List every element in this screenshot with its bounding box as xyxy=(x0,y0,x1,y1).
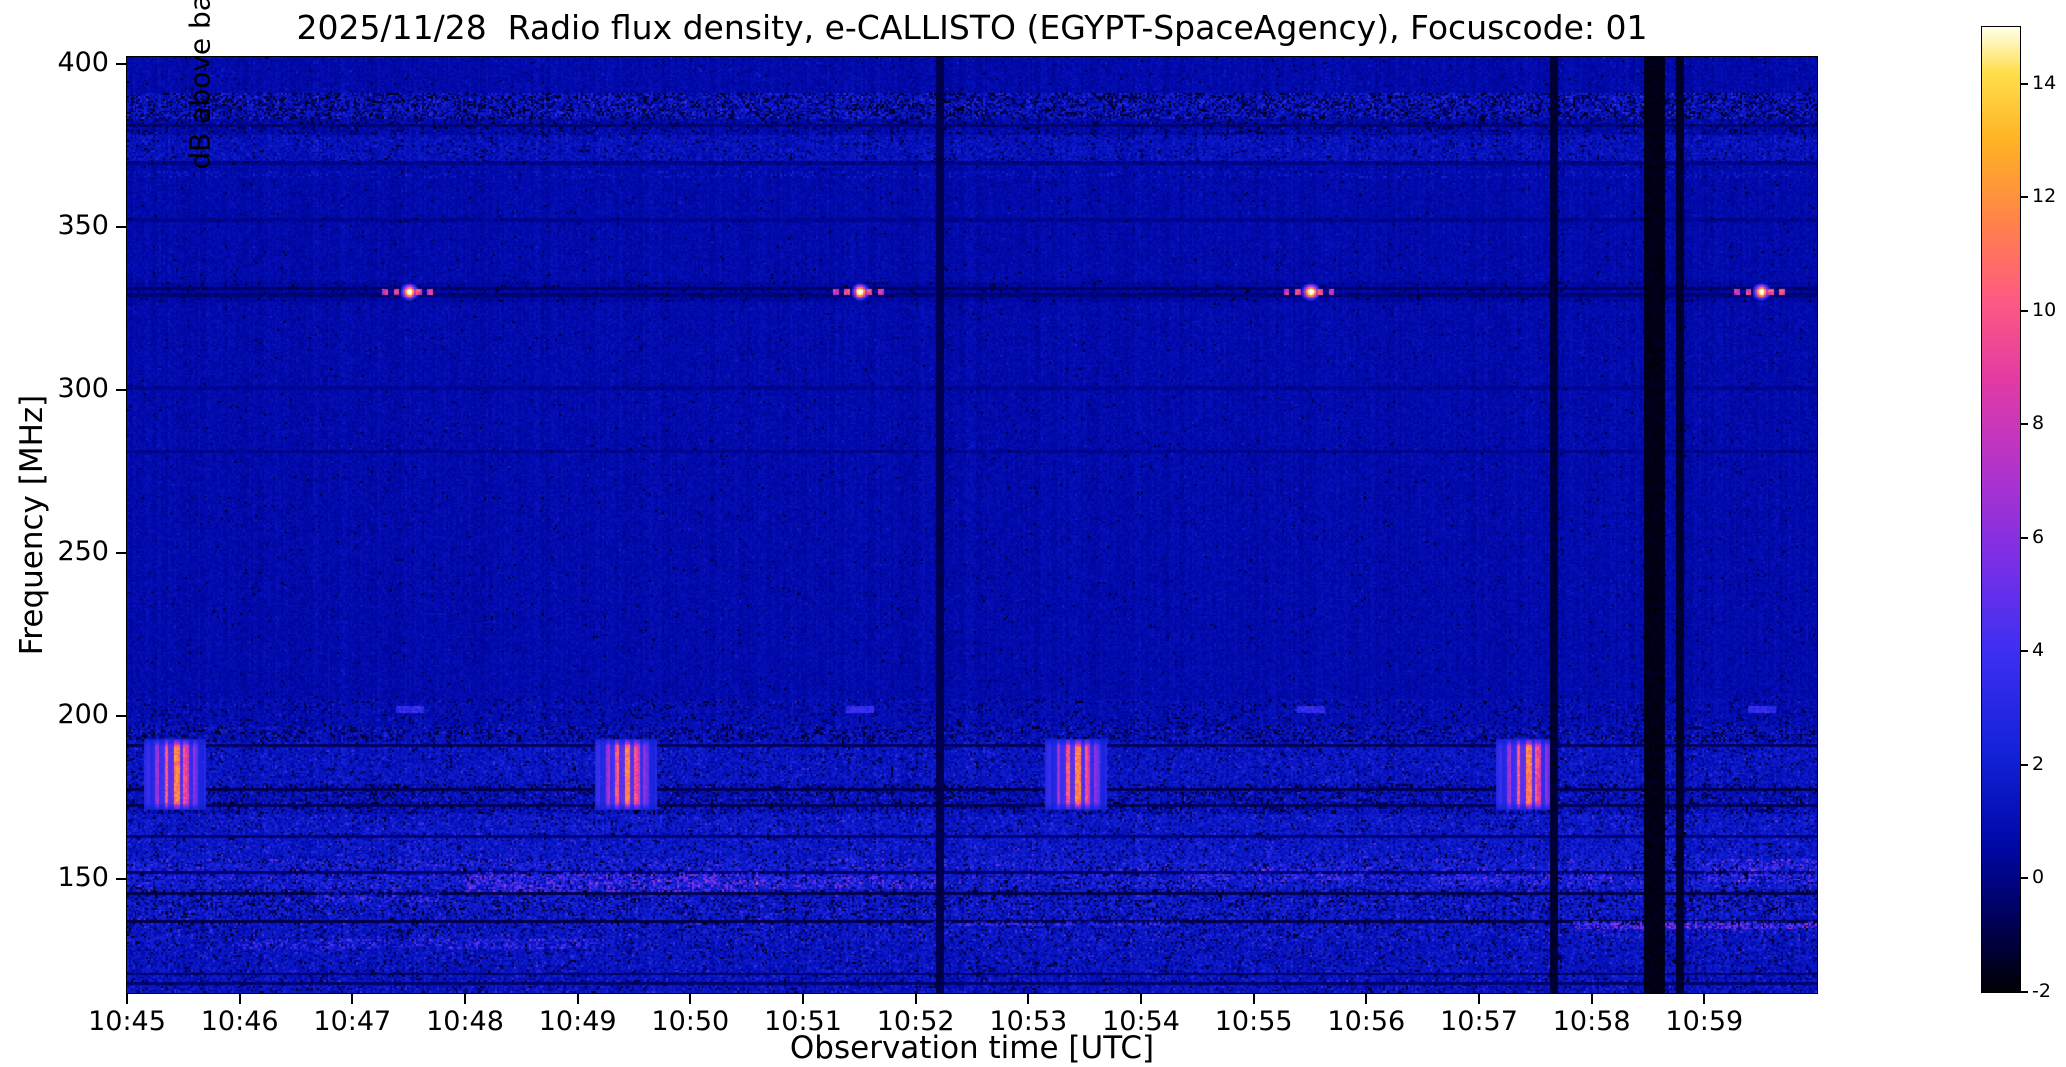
x-tick-label: 10:58 xyxy=(1552,1006,1631,1037)
x-tick-mark xyxy=(1703,994,1706,1004)
x-tick-label: 10:56 xyxy=(1327,1006,1406,1037)
colorbar-tick-mark xyxy=(2021,536,2028,539)
colorbar-tick-mark xyxy=(2021,650,2028,653)
x-tick-mark xyxy=(576,994,579,1004)
x-tick-label: 10:45 xyxy=(88,1006,166,1037)
x-tick-label: 10:48 xyxy=(426,1006,504,1037)
x-tick-label: 10:59 xyxy=(1665,1006,1744,1037)
y-tick-mark xyxy=(116,714,126,717)
colorbar-tick-label: 8 xyxy=(2032,412,2045,435)
x-tick-mark xyxy=(1365,994,1368,1004)
y-tick-label: 150 xyxy=(57,861,109,893)
colorbar-tick-mark xyxy=(2021,82,2028,85)
x-tick-label: 10:52 xyxy=(876,1006,955,1037)
x-tick-mark xyxy=(351,994,354,1004)
colorbar-tick-label: 10 xyxy=(2032,298,2057,321)
x-tick-label: 10:49 xyxy=(538,1006,617,1037)
y-tick-label: 350 xyxy=(57,209,109,241)
x-tick-label: 10:47 xyxy=(313,1006,392,1037)
colorbar-label: dB above background xyxy=(183,0,217,170)
spectrogram-heatmap xyxy=(127,57,1817,993)
y-tick-mark xyxy=(116,877,126,880)
x-tick-mark xyxy=(464,994,466,1004)
x-tick-label: 10:51 xyxy=(764,1006,842,1037)
colorbar-tick-label: 12 xyxy=(2032,185,2057,208)
y-tick-mark xyxy=(116,551,126,554)
x-tick-label: 10:54 xyxy=(1102,1006,1180,1037)
colorbar-tick-label: 0 xyxy=(2032,866,2045,889)
x-tick-label: 10:57 xyxy=(1440,1006,1518,1037)
x-axis-label: Observation time [UTC] xyxy=(789,1030,1155,1066)
y-tick-label: 300 xyxy=(57,372,109,404)
x-tick-label: 10:55 xyxy=(1214,1006,1293,1037)
x-tick-mark xyxy=(1590,994,1593,1004)
x-tick-mark xyxy=(914,994,917,1004)
x-tick-label: 10:53 xyxy=(989,1006,1068,1037)
colorbar-tick-mark xyxy=(2021,763,2028,766)
x-tick-label: 10:50 xyxy=(651,1006,730,1037)
x-tick-label: 10:46 xyxy=(200,1006,279,1037)
colorbar-tick-label: 4 xyxy=(2032,639,2045,662)
colorbar-tick-mark xyxy=(2021,423,2028,426)
chart-title: 2025/11/28 Radio flux density, e-CALLIST… xyxy=(296,8,1648,47)
x-tick-mark xyxy=(802,994,804,1004)
y-tick-mark xyxy=(116,225,126,228)
colorbar-tick-label: -2 xyxy=(2032,980,2051,1002)
y-tick-label: 250 xyxy=(57,535,109,567)
x-tick-mark xyxy=(1140,994,1142,1004)
x-tick-mark xyxy=(1027,994,1030,1004)
y-tick-label: 200 xyxy=(57,698,109,730)
x-tick-mark xyxy=(238,994,241,1004)
x-tick-mark xyxy=(1478,994,1480,1004)
y-tick-mark xyxy=(116,388,126,391)
colorbar-tick-mark xyxy=(2021,877,2028,880)
x-tick-mark xyxy=(126,994,128,1004)
colorbar-tick-label: 14 xyxy=(2032,71,2057,94)
colorbar-tick-mark xyxy=(2021,309,2028,312)
y-tick-label: 400 xyxy=(57,46,109,78)
y-tick-mark xyxy=(116,62,126,65)
x-tick-mark xyxy=(689,994,692,1004)
colorbar xyxy=(1982,27,2020,992)
colorbar-tick-label: 2 xyxy=(2032,752,2045,775)
colorbar-tick-mark xyxy=(2021,196,2028,199)
colorbar-tick-mark xyxy=(2021,991,2028,993)
colorbar-tick-label: 6 xyxy=(2032,525,2045,548)
x-tick-mark xyxy=(1252,994,1255,1004)
